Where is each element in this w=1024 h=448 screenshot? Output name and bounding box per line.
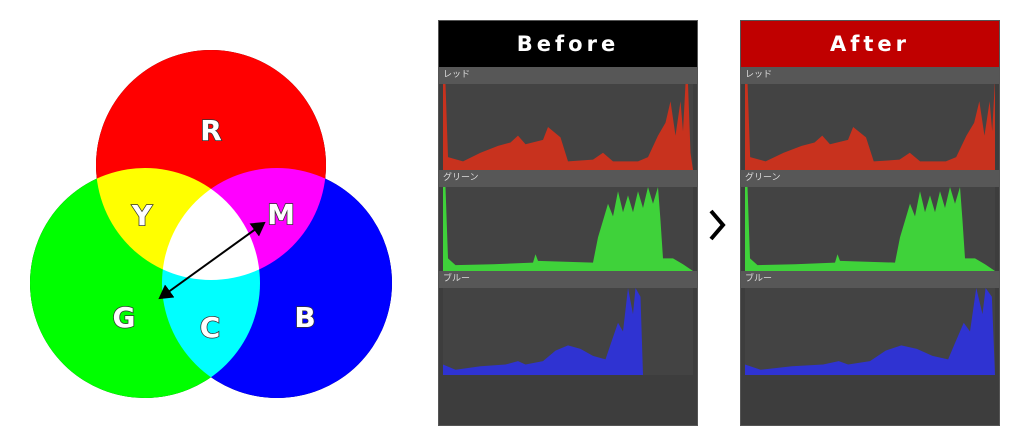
histogram-green [745, 187, 995, 271]
label-r: R [200, 114, 222, 147]
label-c: C [200, 311, 221, 344]
rgb-venn-diagram: R Y M G C B [30, 50, 392, 398]
panel-title: Before [439, 21, 697, 67]
channel-label: グリーン [741, 170, 999, 187]
histogram-green [443, 187, 693, 271]
label-y: Y [131, 199, 153, 232]
histogram-area [443, 187, 693, 271]
panel-title: After [741, 21, 999, 67]
chevron-right-icon [709, 209, 726, 241]
label-g: G [113, 301, 136, 334]
channel-label: レッド [439, 67, 697, 84]
channel-label: グリーン [439, 170, 697, 187]
label-b: B [294, 301, 315, 334]
before-panel: Before レッドグリーンブルー [438, 20, 698, 426]
histogram-area [745, 187, 995, 271]
histogram-area [745, 288, 995, 375]
channel-label: レッド [741, 67, 999, 84]
histogram-blue [443, 288, 693, 375]
histogram-area [745, 84, 995, 170]
label-m: M [267, 198, 295, 231]
histogram-red [745, 84, 995, 170]
complement-arrow [158, 221, 266, 300]
histogram-area [443, 84, 693, 170]
histogram-area [443, 288, 693, 375]
after-panel: After レッドグリーンブルー [740, 20, 1000, 426]
channel-label: ブルー [439, 271, 697, 288]
histogram-blue [745, 288, 995, 375]
channel-label: ブルー [741, 271, 999, 288]
histogram-red [443, 84, 693, 170]
